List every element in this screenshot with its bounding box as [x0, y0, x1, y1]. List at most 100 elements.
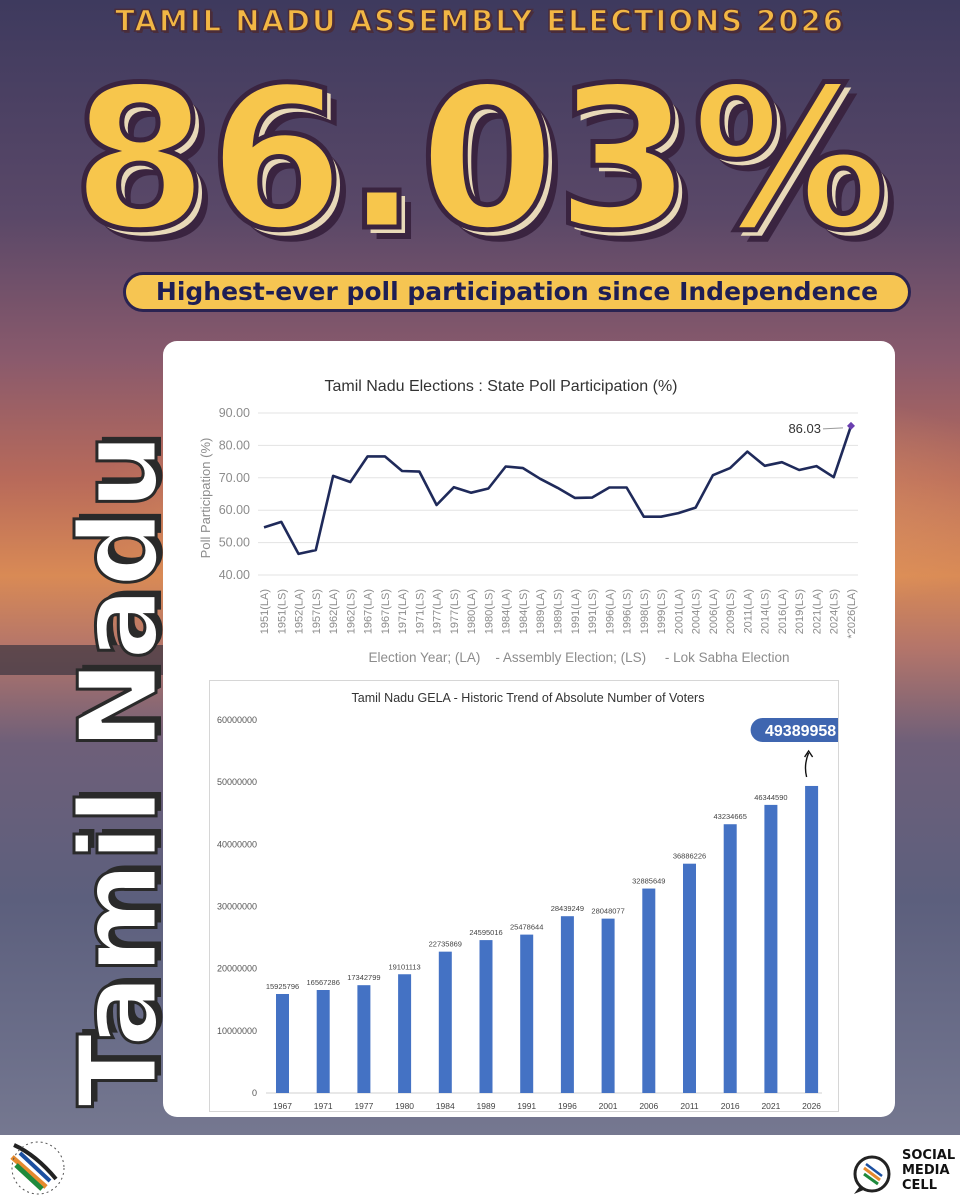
bar-chart-x-tick-label: 1980: [395, 1101, 414, 1111]
bar-chart-bar: [398, 974, 412, 1093]
line-chart-x-tick-label: *2026(LA): [846, 589, 858, 639]
line-chart-x-tick-label: 1996(LS): [622, 589, 634, 634]
bar-chart-bar: [438, 951, 452, 1093]
voters-bar-chart-panel: Tamil Nadu GELA - Historic Trend of Abso…: [209, 680, 839, 1112]
line-chart-x-tick-label: 1957(LS): [311, 589, 323, 634]
line-chart-x-tick-label: 1980(LA): [466, 589, 478, 634]
line-chart-2026-point: [847, 421, 855, 430]
bar-chart-x-tick-label: 1971: [314, 1101, 333, 1111]
bar-chart-data-label: 17342799: [347, 973, 380, 982]
line-chart-x-tick-label: 1989(LA): [535, 589, 547, 634]
footer-bar: SOCIAL MEDIA CELL: [0, 1135, 960, 1200]
line-chart-x-tick-label: 1980(LS): [483, 589, 495, 634]
bar-chart-x-tick-label: 1977: [354, 1101, 373, 1111]
line-chart-x-axis-label: Election Year; (LA) - Assembly Election;…: [369, 650, 790, 665]
bar-chart-y-tick-label: 60000000: [217, 715, 257, 725]
bar-chart-y-tick-label: 50000000: [217, 777, 257, 787]
bar-chart-data-label: 24595016: [469, 928, 502, 937]
bar-chart-data-label: 43234665: [714, 812, 747, 821]
line-chart-x-tick-label: 1967(LA): [363, 589, 375, 634]
bar-chart-x-tick-label: 2006: [639, 1101, 658, 1111]
bar-chart-bar: [479, 940, 493, 1093]
line-chart-x-tick-label: 1971(LS): [414, 589, 426, 634]
poll-participation-series-line: [263, 425, 853, 556]
line-chart-annotation-leader: [822, 427, 844, 430]
smc-word-3: CELL: [902, 1178, 937, 1193]
bar-chart-bar: [316, 990, 330, 1093]
bar-chart-y-tick-label: 20000000: [217, 964, 257, 974]
line-chart-x-tick-label: 2016(LA): [777, 589, 789, 634]
line-chart-x-tick-label: 2006(LA): [708, 589, 720, 634]
bar-chart-data-label: 46344590: [754, 793, 787, 802]
bar-chart-x-tick-label: 1991: [517, 1101, 536, 1111]
line-chart-x-tick-label: 2011(LA): [742, 589, 754, 633]
bar-chart-bar: [642, 888, 656, 1093]
bar-chart-x-tick-label: 1996: [558, 1101, 577, 1111]
bar-chart-x-tick-label: 2026: [802, 1101, 821, 1111]
line-chart-x-tick-label: 1984(LA): [501, 589, 513, 634]
line-chart-x-tick-label: 1984(LS): [518, 589, 530, 634]
speech-bubble-icon: [853, 1155, 891, 1194]
line-chart-x-tick-label: 1977(LS): [449, 589, 461, 634]
social-media-cell-text: SOCIAL MEDIA CELL: [902, 1148, 955, 1193]
line-chart-x-tick-label: 1996(LA): [604, 589, 616, 634]
bar-chart-data-label: 16567286: [307, 978, 340, 987]
line-chart-x-tick-label: 2014(LS): [760, 589, 772, 634]
shoreline: [0, 645, 180, 675]
tagline-banner: Highest-ever poll participation since In…: [123, 272, 911, 312]
bar-chart-data-label: 32885649: [632, 877, 665, 886]
bar-chart-x-tick-label: 1989: [477, 1101, 496, 1111]
line-chart-title: Tamil Nadu Elections : State Poll Partic…: [324, 378, 677, 395]
bar-chart-bar: [601, 918, 615, 1093]
line-chart-x-tick-label: 1999(LS): [656, 589, 668, 634]
line-chart-x-tick-label: 2009(LS): [725, 589, 737, 634]
line-chart-y-tick-label: 80.00: [219, 438, 250, 452]
line-chart-x-tick-label: 1951(LS): [276, 589, 288, 634]
line-chart-x-tick-label: 1971(LA): [397, 589, 409, 634]
smc-word-1: SOCIAL: [902, 1148, 956, 1163]
vertical-state-label: Tamil Nadu: [56, 431, 184, 1108]
line-chart-x-tick-label: 2021(LA): [811, 589, 823, 634]
bar-chart-title: Tamil Nadu GELA - Historic Trend of Abso…: [352, 691, 705, 705]
bar-chart-bar: [723, 824, 737, 1093]
bar-chart-x-tick-label: 1967: [273, 1101, 292, 1111]
social-media-cell-badge: SOCIAL MEDIA CELL: [846, 1140, 956, 1196]
line-chart-x-tick-label: 1951(LA): [259, 589, 271, 634]
bar-chart-y-tick-label: 40000000: [217, 839, 257, 849]
bar-chart-bar: [276, 993, 289, 1093]
line-chart-x-tick-label: 1967(LS): [380, 589, 392, 634]
bar-chart-x-tick-label: 1984: [436, 1101, 455, 1111]
line-chart-x-tick-label: 1998(LS): [639, 589, 651, 634]
bar-chart-data-label: 28439249: [551, 904, 584, 913]
line-chart-x-tick-label: 2024(LS): [829, 589, 841, 634]
line-chart-x-tick-label: 2004(LS): [691, 589, 703, 634]
smc-word-2: MEDIA: [902, 1163, 950, 1178]
bar-chart-callout: 49389958: [765, 723, 836, 740]
bar-chart-data-label: 36886226: [673, 852, 706, 861]
bar-chart-bar: [764, 804, 778, 1093]
bar-chart-x-tick-label: 2011: [680, 1101, 699, 1111]
bar-chart-bar: [805, 785, 819, 1093]
bar-chart-x-tick-label: 2001: [599, 1101, 618, 1111]
bar-chart-x-tick-label: 2016: [721, 1101, 740, 1111]
line-chart-y-tick-label: 70.00: [219, 471, 250, 485]
bar-chart-bar: [357, 985, 371, 1093]
bar-chart-data-label: 25478644: [510, 923, 543, 932]
bar-chart-data-label: 22735869: [429, 940, 462, 949]
bar-chart-x-tick-label: 2021: [761, 1101, 780, 1111]
line-chart-y-axis-label: Poll Participation (%): [198, 438, 213, 559]
bar-chart-y-tick-label: 0: [252, 1088, 257, 1098]
bar-chart-bar: [683, 863, 696, 1093]
line-chart-x-tick-label: 1991(LS): [587, 589, 599, 634]
bar-chart-y-tick-label: 30000000: [217, 902, 257, 912]
bar-chart-callout-pill: [750, 718, 838, 742]
election-commission-logo-icon: [10, 1141, 65, 1195]
line-chart-y-tick-label: 60.00: [219, 503, 250, 517]
bar-chart-y-tick-label: 10000000: [217, 1026, 257, 1036]
header-title: Tamil Nadu Assembly Elections 2026: [114, 3, 845, 39]
line-chart-x-tick-label: 1977(LA): [432, 589, 444, 634]
absolute-voters-bar-chart: Tamil Nadu GELA - Historic Trend of Abso…: [217, 691, 838, 1111]
line-chart-x-tick-label: 1962(LA): [328, 589, 340, 634]
bar-chart-callout-arrow: [804, 752, 810, 778]
bar-chart-data-label: 28048077: [591, 907, 624, 916]
